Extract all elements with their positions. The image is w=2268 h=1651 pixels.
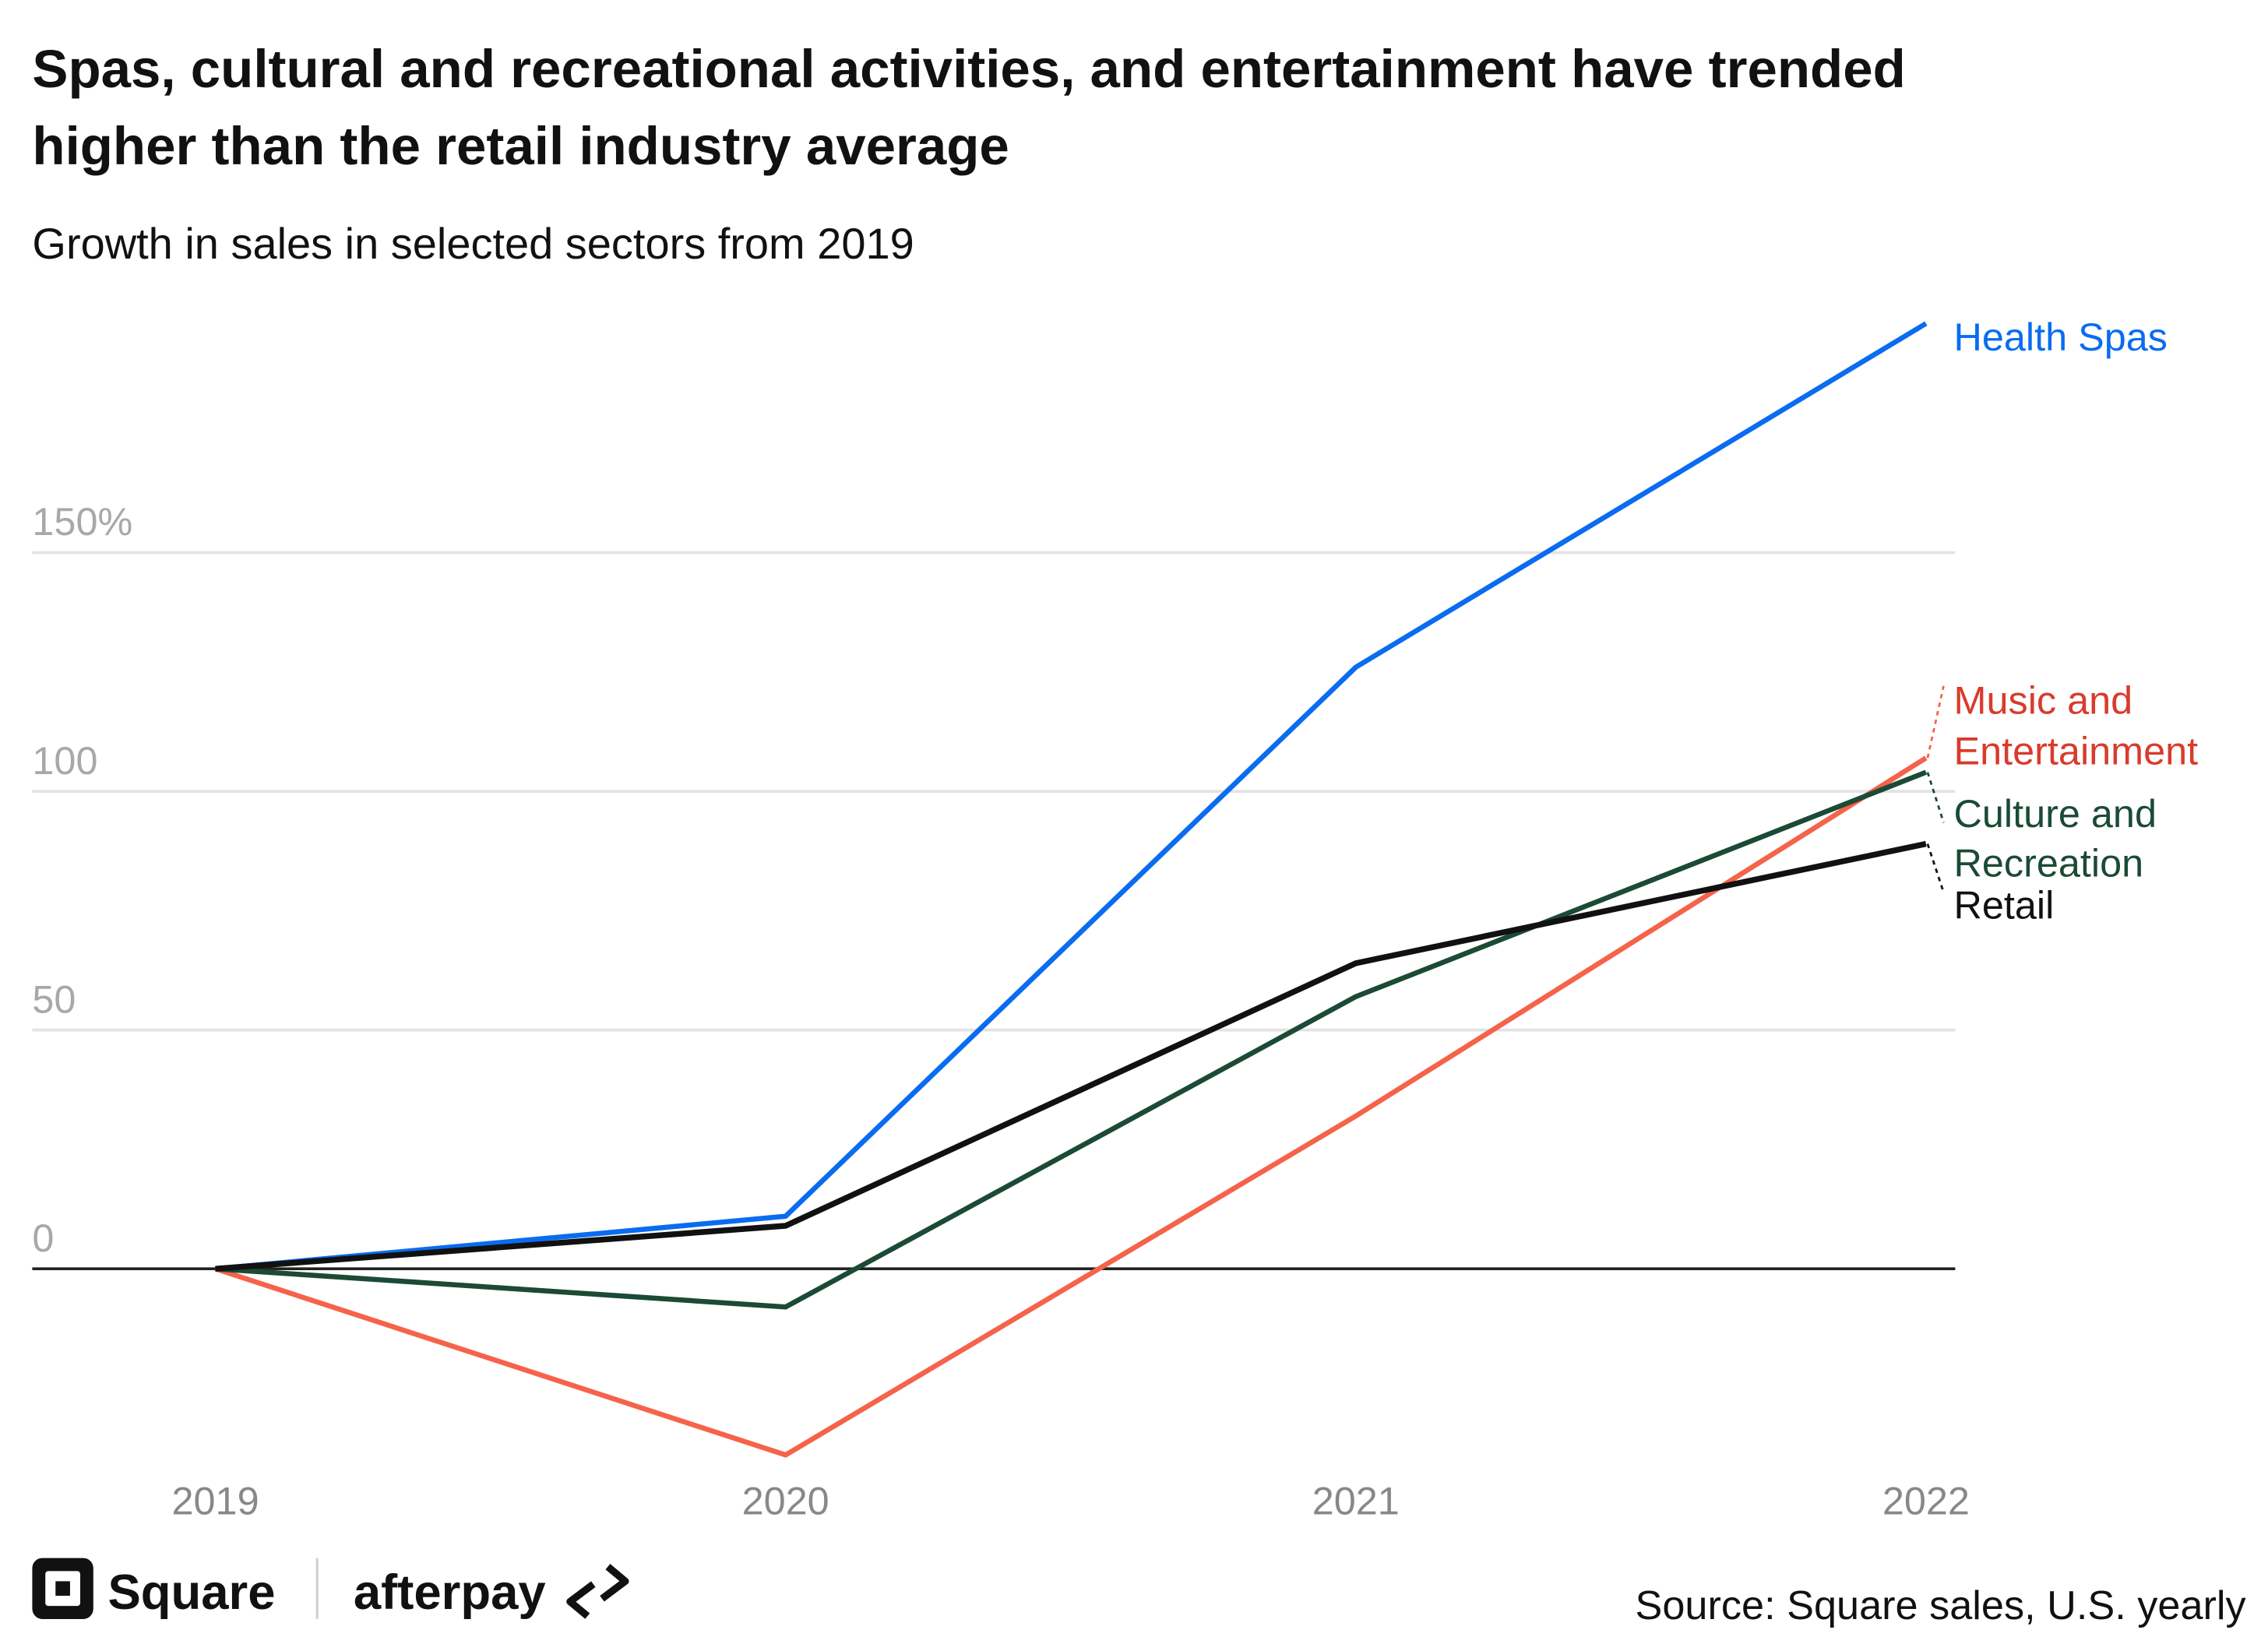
series-lines: [214, 321, 1928, 1458]
y-tick-label: 50: [32, 977, 76, 1021]
chart-title-line-2: higher than the retail industry average: [32, 115, 1009, 176]
series-line-health-spas: [215, 321, 1928, 1272]
series-label: Health Spas: [1954, 315, 2168, 359]
square-logo: Square: [32, 1558, 276, 1620]
label-leader-line: [1926, 685, 1945, 759]
x-tick-label: 2019: [172, 1479, 259, 1523]
series-line-music-and-entertainment: [214, 755, 1928, 1458]
series-label: Music and: [1954, 678, 2133, 722]
x-axis-ticks: 2019 2020 2021 2022: [172, 1479, 1970, 1523]
series-label: Recreation: [1954, 840, 2144, 885]
source-note: Source: Square sales, U.S. yearly: [1636, 1583, 2247, 1628]
afterpay-arrows-icon: [566, 1564, 629, 1619]
gridlines: [32, 551, 1956, 1271]
y-tick-label: 100: [32, 738, 97, 783]
series-labels: Health Spas Music and Entertainment Culture…: [1926, 315, 2199, 927]
series-line-culture-and-recreation: [215, 769, 1928, 1310]
x-tick-label: 2021: [1312, 1479, 1400, 1523]
y-tick-label: 150%: [32, 499, 132, 544]
x-tick-label: 2020: [742, 1479, 829, 1523]
series-line-retail: [215, 840, 1927, 1272]
y-axis-ticks: 0 50 100 150%: [32, 499, 132, 1260]
chart-title-line-1: Spas, cultural and recreational activiti…: [32, 38, 1905, 99]
series-label: Culture and: [1954, 791, 2157, 836]
square-logo-text: Square: [107, 1565, 275, 1620]
y-tick-label: 0: [32, 1216, 54, 1260]
chart-subtitle: Growth in sales in selected sectors from…: [32, 219, 914, 268]
series-label: Entertainment: [1954, 729, 2199, 773]
label-leader-line: [1926, 772, 1945, 823]
afterpay-logo: afterpay: [354, 1564, 629, 1620]
afterpay-logo-text: afterpay: [354, 1565, 546, 1620]
label-leader-line: [1926, 843, 1945, 893]
series-label: Retail: [1954, 882, 2055, 927]
x-tick-label: 2022: [1882, 1479, 1970, 1523]
